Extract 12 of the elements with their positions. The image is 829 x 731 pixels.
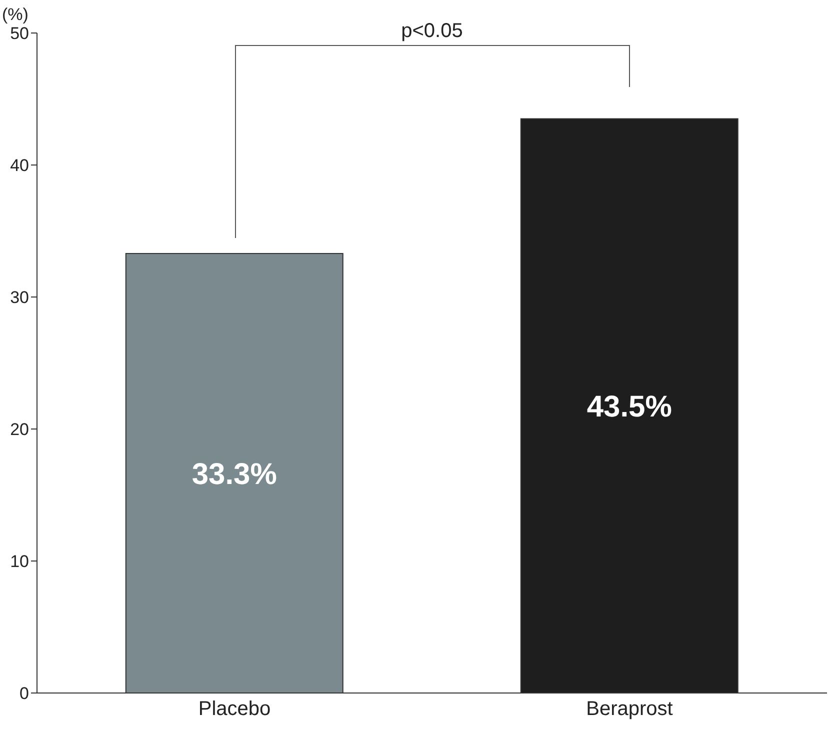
y-tick-label: 0 [20,684,29,704]
x-tick-label: Placebo [198,698,271,720]
annotation: p<0.05 [401,20,463,42]
y-tick-label: 50 [10,24,29,44]
y-tick-label: 40 [10,156,29,176]
data-label: 43.5% [586,390,672,424]
y-tick-label: 20 [10,420,29,440]
x-tick-label: Beraprost [586,698,674,720]
y-axis-title: (%) [2,5,28,24]
y-tick-label: 10 [10,552,29,572]
data-label: 33.3% [192,458,277,491]
y-tick-label: 30 [10,288,29,308]
